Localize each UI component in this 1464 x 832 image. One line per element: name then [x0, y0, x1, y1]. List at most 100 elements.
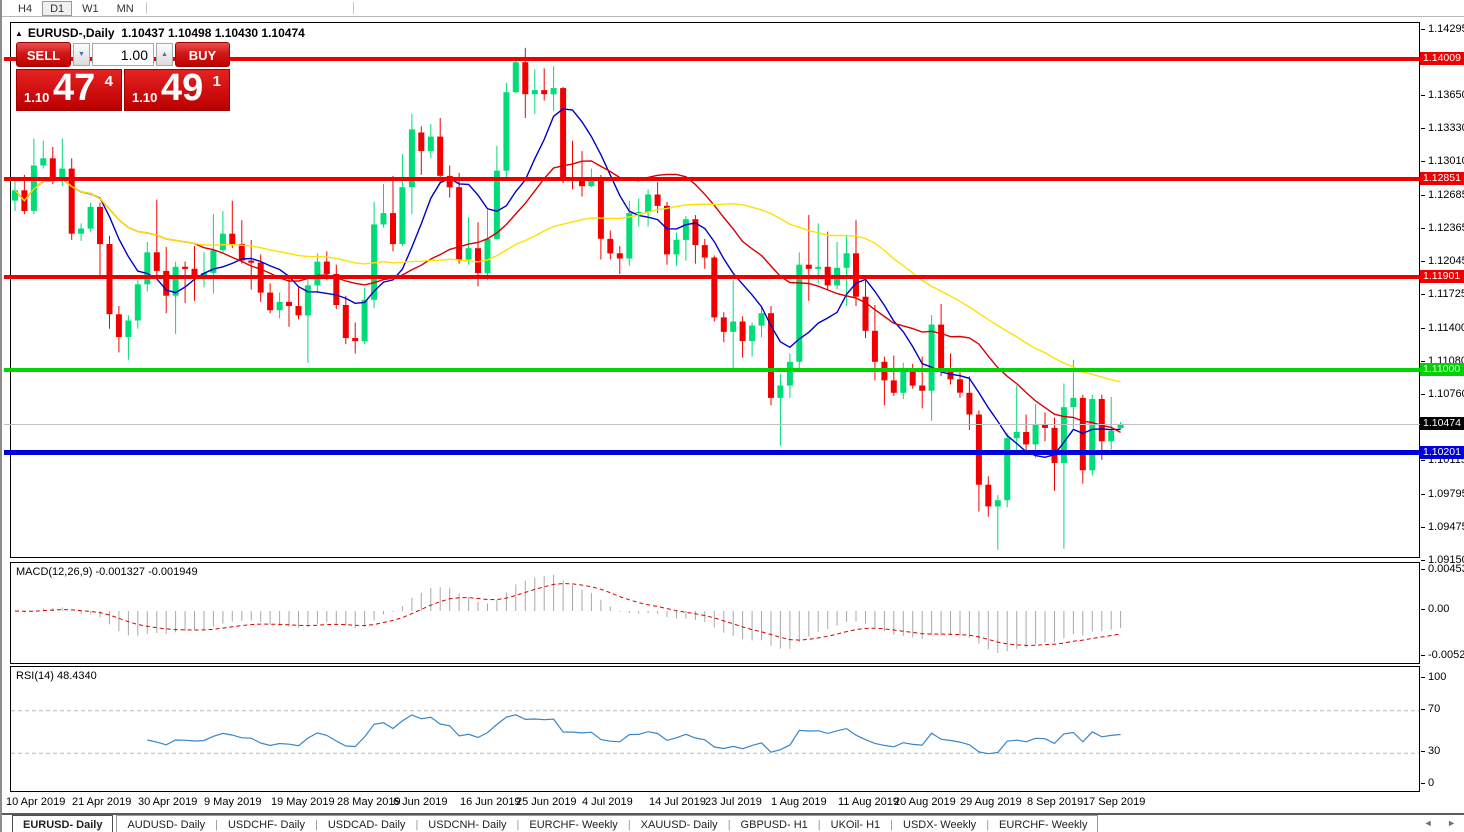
sell-price-panel[interactable]: 1.10 47 4 — [16, 67, 122, 111]
price-tick-label: 1.11400 — [1421, 322, 1464, 334]
price-tick-label: 1.09150 — [1421, 554, 1464, 566]
chart-tab-usdcnh-daily[interactable]: USDCNH- Daily — [428, 819, 507, 831]
one-click-trade-widget: SELL ▼ 1.00 ▲ BUY 1.10 47 4 1.10 49 1 — [16, 42, 232, 111]
date-tick-label: 30 Apr 2019 — [138, 796, 198, 808]
date-tick-label: 19 May 2019 — [271, 796, 335, 808]
chart-tab-usdx-weekly[interactable]: USDX- Weekly — [903, 819, 977, 831]
buy-button[interactable]: BUY — [175, 42, 230, 67]
price-tick-label: 1.09475 — [1421, 521, 1464, 533]
tick-mark — [1421, 393, 1425, 395]
rsi-canvas[interactable] — [11, 667, 1419, 791]
tab-separator: | — [516, 819, 520, 831]
macd-axis-label: 0.00 — [1421, 603, 1449, 615]
chart-tab-xauusd-daily[interactable]: XAUUSD- Daily — [640, 819, 718, 831]
date-tick-label: 16 Jun 2019 — [460, 796, 521, 808]
timeframe-button-mn[interactable]: MN — [116, 2, 134, 15]
chart-tab-eurchf-weekly[interactable]: EURCHF- Weekly — [999, 819, 1088, 831]
tab-separator: | — [986, 819, 990, 831]
price-tick-label: 1.10760 — [1421, 388, 1464, 400]
timeframe-button-h4[interactable]: H4 — [18, 2, 33, 15]
price-tick-label: 1.11725 — [1421, 288, 1464, 300]
price-tick-label: 1.13650 — [1421, 89, 1464, 101]
buy-price-point: 1 — [212, 73, 221, 90]
timeframe-button-w1[interactable]: W1 — [82, 2, 99, 15]
macd-indicator-panel[interactable]: MACD(12,26,9) -0.001327 -0.001949 — [10, 562, 1420, 664]
chart-tab-gbpusd-h1[interactable]: GBPUSD- H1 — [740, 819, 808, 831]
volume-input[interactable]: 1.00 — [92, 43, 154, 66]
tick-mark — [1421, 493, 1425, 495]
tab-scroll-right-icon[interactable]: ► — [1447, 818, 1456, 828]
date-tick-label: 11 Aug 2019 — [838, 796, 899, 808]
tick-mark — [1421, 127, 1425, 129]
candlestick-canvas[interactable] — [11, 23, 1419, 557]
tab-separator: | — [890, 819, 894, 831]
date-tick-label: 14 Jul 2019 — [649, 796, 706, 808]
date-tick-label: 6 Jun 2019 — [393, 796, 448, 808]
tick-mark — [1421, 568, 1425, 570]
tick-mark — [1421, 676, 1425, 678]
price-tick-label: 1.12365 — [1421, 222, 1464, 234]
rsi-axis-label: 30 — [1421, 745, 1440, 757]
price-tick-label: 1.09795 — [1421, 488, 1464, 500]
support-resistance-line-1.11000[interactable] — [4, 368, 1420, 372]
price-line-badge-1.12851: 1.12851 — [1420, 172, 1464, 185]
support-resistance-line-1.10201[interactable] — [4, 450, 1420, 455]
sell-price-pips: 47 — [53, 67, 96, 109]
collapse-triangle-icon[interactable]: ▲ — [15, 29, 23, 38]
date-tick-label: 8 Sep 2019 — [1027, 796, 1084, 808]
tick-mark — [1421, 360, 1425, 362]
chart-tab-ukoil-h1[interactable]: UKOil- H1 — [830, 819, 881, 831]
inactive-tab-group: AUDUSD- Daily | USDCHF- Daily | USDCAD- Dail… — [116, 815, 1099, 832]
chart-tab-audusd-daily[interactable]: AUDUSD- Daily — [127, 819, 206, 831]
tab-separator: | — [415, 819, 419, 831]
tick-mark — [1421, 559, 1425, 561]
trade-widget-price-row: 1.10 47 4 1.10 49 1 — [16, 67, 232, 111]
bid-price-line — [4, 424, 1420, 425]
tick-mark — [1421, 708, 1425, 710]
price-line-badge-1.10201: 1.10201 — [1420, 446, 1464, 459]
sell-button[interactable]: SELL — [16, 42, 71, 67]
volume-increase-button[interactable]: ▲ — [156, 43, 173, 66]
timeframe-button-d1[interactable]: D1 — [42, 0, 73, 16]
price-chart-plot[interactable] — [10, 22, 1420, 558]
chart-tab-eurusd-daily[interactable]: EURUSD- Daily — [12, 815, 114, 832]
chart-tab-eurchf-weekly[interactable]: EURCHF- Weekly — [529, 819, 618, 831]
toolbar-separator — [353, 2, 354, 14]
rsi-indicator-panel[interactable]: RSI(14) 48.4340 — [10, 666, 1420, 792]
tick-mark — [1421, 194, 1425, 196]
buy-price-base: 1.10 — [132, 90, 158, 105]
date-tick-label: 28 May 2019 — [337, 796, 401, 808]
buy-price-panel[interactable]: 1.10 49 1 — [124, 67, 230, 111]
rsi-line — [147, 714, 1121, 755]
price-line-badge-1.11000: 1.11000 — [1420, 363, 1464, 376]
tab-scroll-arrows: ◄ ► — [1412, 818, 1456, 828]
tab-separator: | — [817, 819, 821, 831]
timeframe-buttons: H4 D1 W1 MN — [8, 0, 142, 16]
support-resistance-line-1.12851[interactable] — [4, 177, 1420, 181]
rsi-label: RSI(14) 48.4340 — [16, 670, 97, 682]
tick-mark — [1421, 459, 1425, 461]
tick-mark — [1421, 227, 1425, 229]
chart-tab-usdchf-daily[interactable]: USDCHF- Daily — [227, 819, 305, 831]
chart-tab-bar: EURUSD- Daily AUDUSD- Daily | USDCHF- Daily… — [2, 813, 1464, 832]
date-tick-label: 20 Aug 2019 — [894, 796, 956, 808]
price-line-badge-1.14009: 1.14009 — [1420, 52, 1464, 65]
tick-mark — [1421, 608, 1425, 610]
price-tick-label: 1.13010 — [1421, 155, 1464, 167]
date-tick-label: 23 Jul 2019 — [705, 796, 762, 808]
volume-decrease-button[interactable]: ▼ — [73, 43, 90, 66]
chart-symbol-period: EURUSD-,Daily — [27, 26, 115, 40]
tick-mark — [1421, 160, 1425, 162]
support-resistance-line-1.11901[interactable] — [4, 275, 1420, 279]
macd-canvas[interactable] — [11, 563, 1419, 663]
tab-scroll-left-icon[interactable]: ◄ — [1423, 818, 1433, 828]
chart-tab-usdcad-daily[interactable]: USDCAD- Daily — [327, 819, 406, 831]
date-tick-label: 10 Apr 2019 — [6, 796, 66, 808]
price-tick-label: 1.14295 — [1421, 23, 1464, 35]
support-resistance-line-1.14009[interactable] — [4, 57, 1420, 61]
rsi-axis-label: 70 — [1421, 703, 1440, 715]
tick-mark — [1421, 654, 1425, 656]
tab-separator: | — [627, 819, 631, 831]
buy-price-pips: 49 — [161, 67, 204, 109]
sell-price-point: 4 — [104, 73, 113, 90]
